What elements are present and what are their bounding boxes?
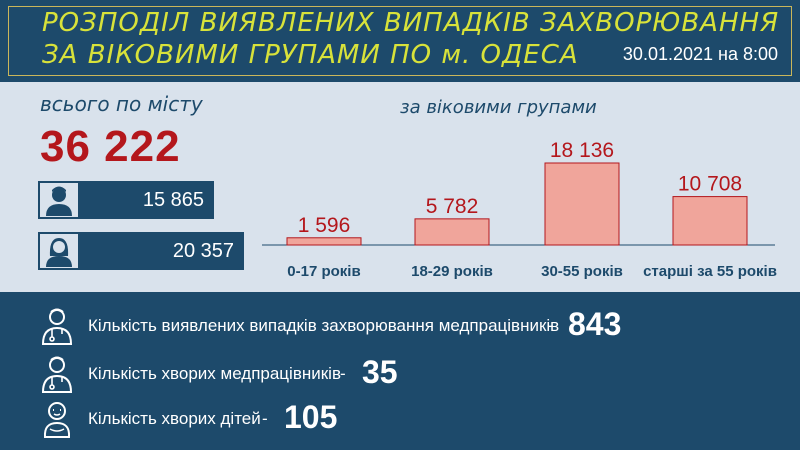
stat-value: 105: [284, 399, 338, 435]
category-label: 0-17 років: [287, 263, 360, 280]
bar-1: [286, 237, 362, 246]
doctor-icon: [41, 356, 73, 393]
staff-stats-panel: [0, 292, 800, 450]
stat-value: 35: [362, 354, 398, 390]
bar-value-label: 1 596: [298, 214, 351, 237]
baby-icon: [43, 402, 71, 438]
doctor-icon: [41, 308, 73, 345]
header-frame: [8, 6, 792, 76]
stat-dash: -: [340, 364, 346, 383]
stat-text: Кількість хворих дітей: [88, 409, 261, 428]
total-value: 36 222: [40, 122, 181, 171]
stat-text: Кількість хворих медпрацівників: [88, 364, 341, 383]
female-person-icon: [38, 232, 80, 270]
total-label: всього по місту: [40, 92, 203, 116]
bar-4: [672, 196, 748, 246]
category-label: 18-29 років: [411, 263, 493, 280]
report-date: 30.01.2021 на 8:00: [622, 44, 778, 64]
stat-text: Кількість виявлених випадків захворюванн…: [88, 316, 560, 335]
stat-dash: -: [548, 316, 554, 335]
bar-value-label: 18 136: [550, 139, 614, 162]
category-label: старші за 55 років: [643, 263, 777, 280]
bar-value-label: 10 708: [678, 173, 742, 196]
bar-2: [414, 218, 490, 246]
category-label: 30-55 років: [541, 263, 623, 280]
stat-value: 843: [568, 306, 622, 342]
male-person-icon: [38, 181, 80, 219]
title-line-2: ЗА ВІКОВИМИ ГРУПАМИ ПО м. ОДЕСА: [42, 40, 579, 70]
title-line-1: РОЗПОДІЛ ВИЯВЛЕНИХ ВИПАДКІВ ЗАХВОРЮВАННЯ: [42, 8, 780, 38]
bar-3: [544, 162, 620, 246]
header: РОЗПОДІЛ ВИЯВЛЕНИХ ВИПАДКІВ ЗАХВОРЮВАННЯ…: [0, 0, 800, 80]
chart-title: за віковими групами: [400, 97, 597, 118]
bar-value-label: 5 782: [426, 195, 479, 218]
male-value: 15 865: [80, 181, 214, 219]
female-value: 20 357: [80, 232, 244, 270]
stat-dash: -: [262, 409, 268, 428]
